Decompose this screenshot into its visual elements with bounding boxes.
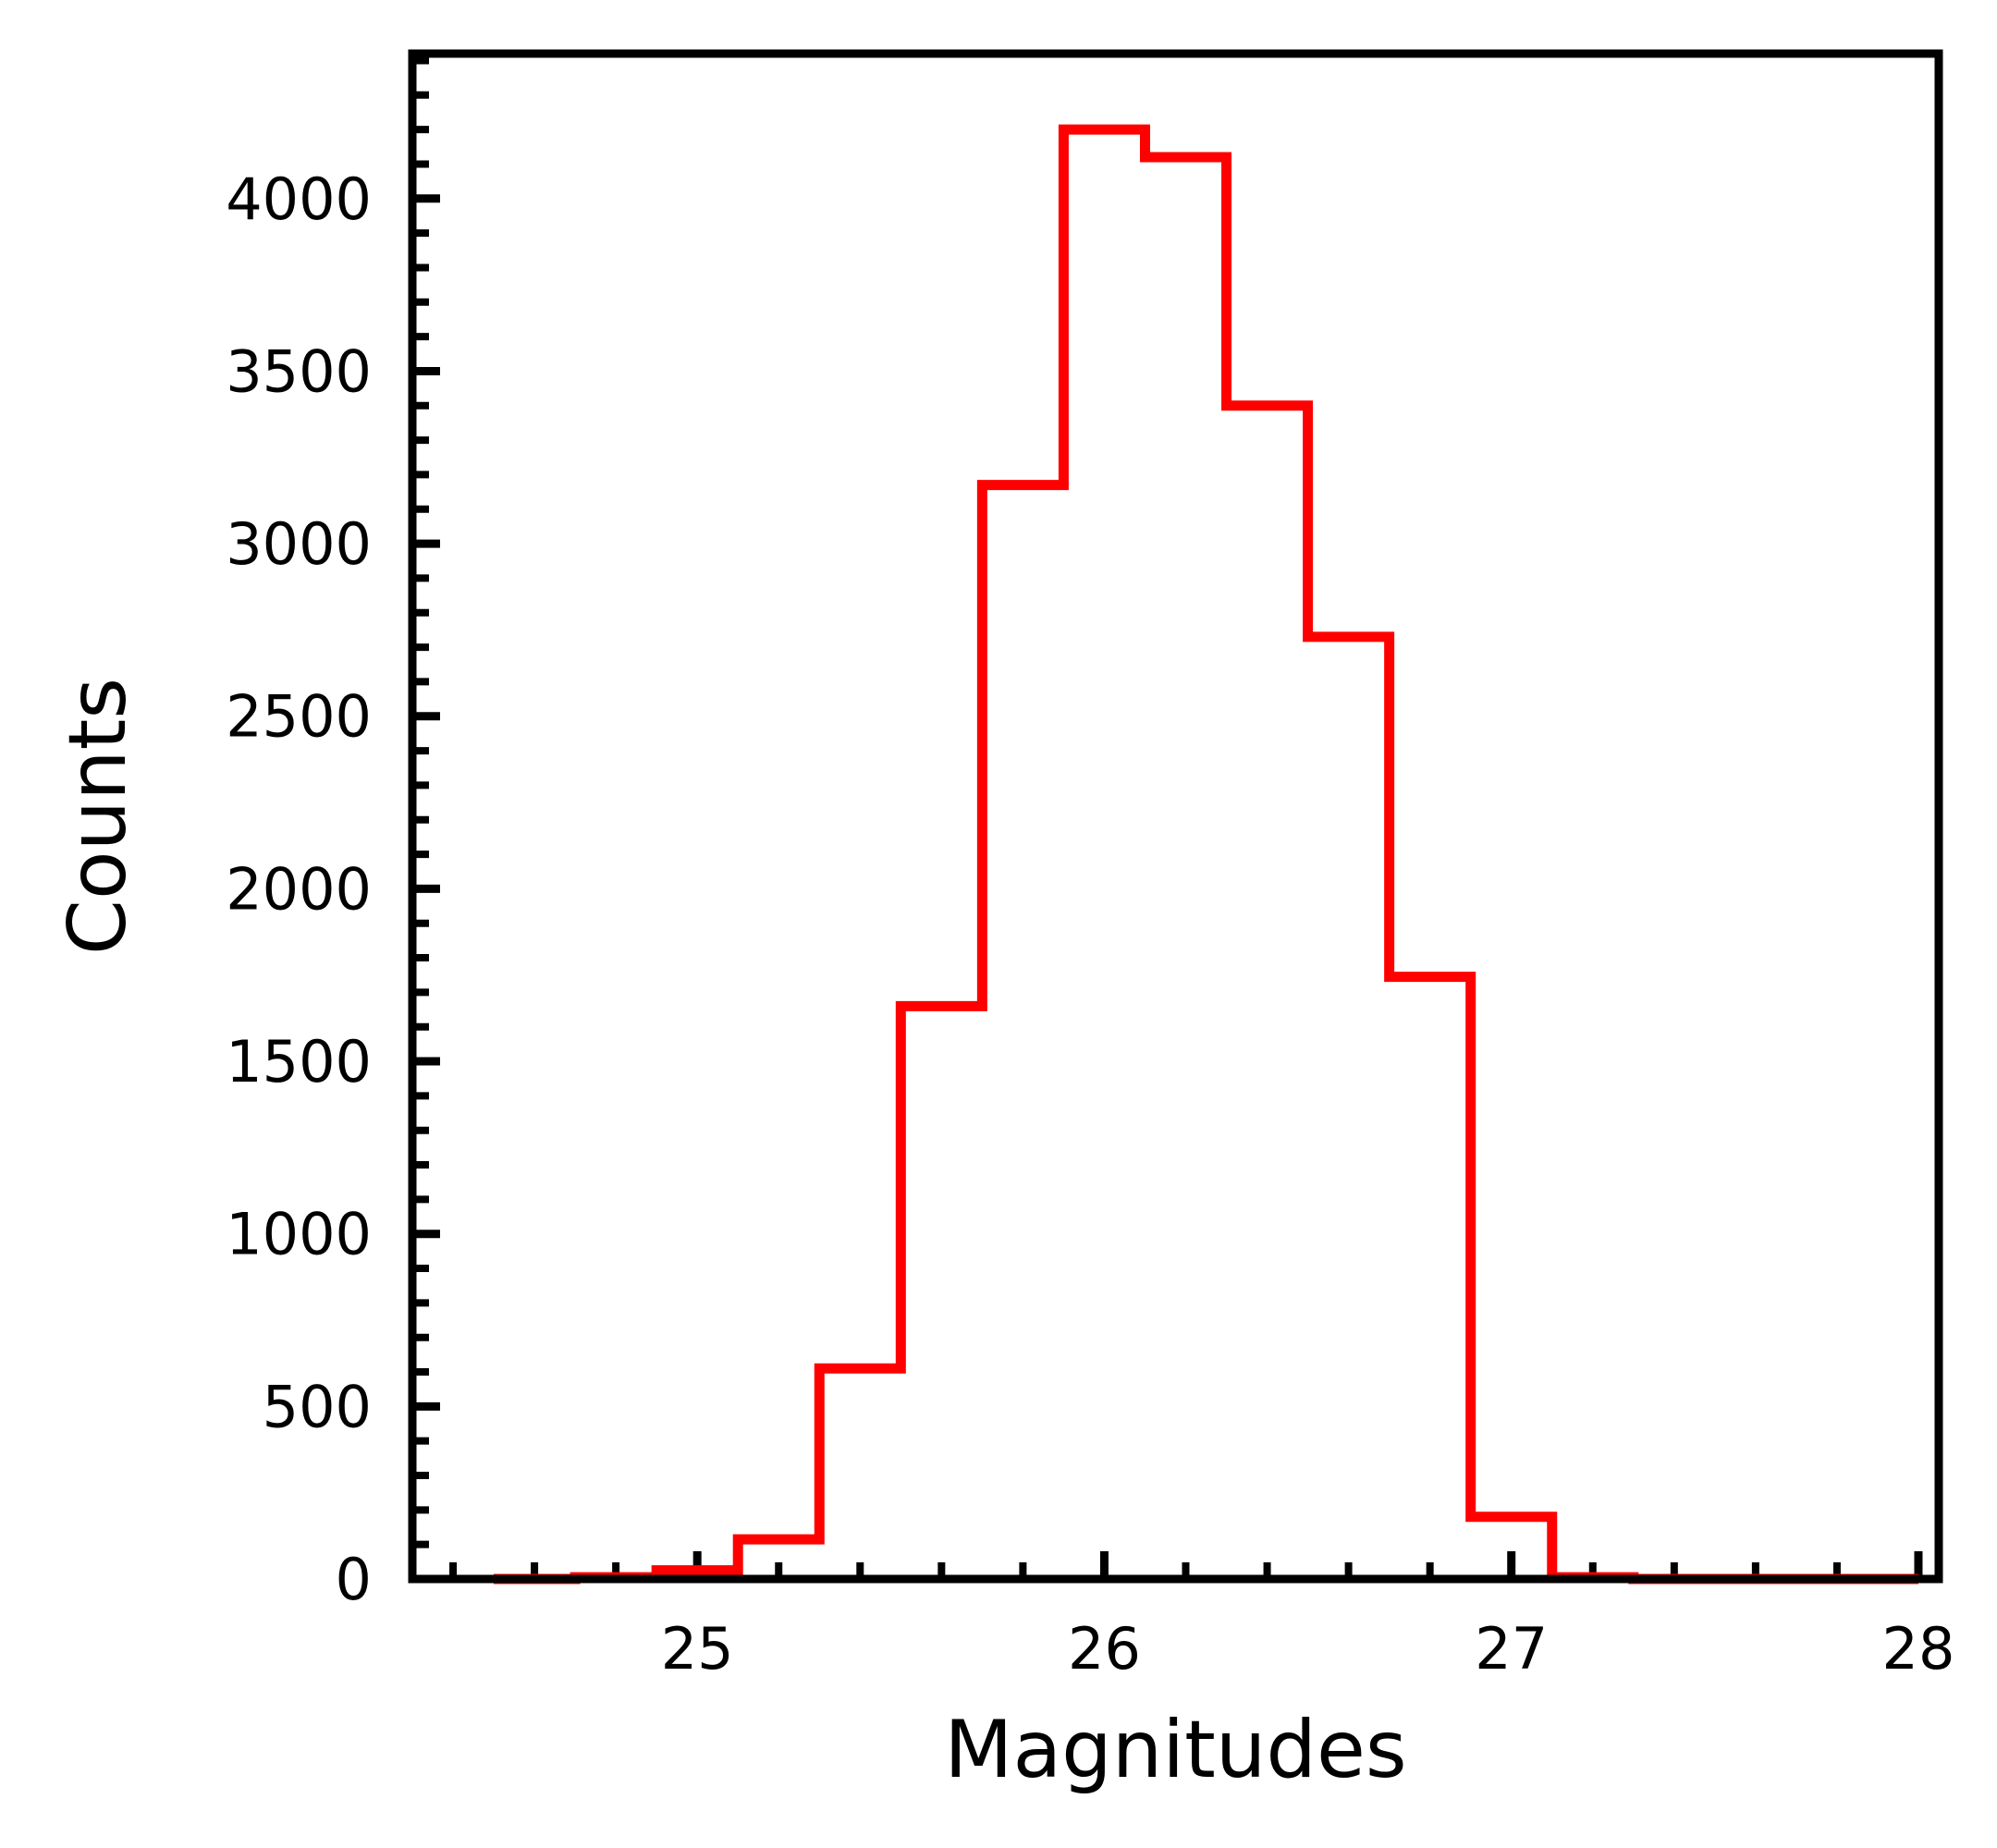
histogram-bin-3 — [738, 1539, 819, 1579]
x-tick-label: 25 — [661, 1615, 734, 1683]
histogram-bin-4 — [819, 1368, 900, 1579]
histogram-bin-10 — [1308, 637, 1390, 1579]
y-tick-label: 1500 — [226, 1028, 372, 1095]
y-tick-label: 0 — [336, 1546, 372, 1613]
histogram-bin-12 — [1471, 1517, 1552, 1579]
x-tick-labels: 25 26 27 28 — [661, 1615, 1955, 1683]
y-tick-label: 3000 — [226, 510, 372, 578]
x-tick-label: 27 — [1475, 1615, 1548, 1683]
y-tick-labels: 0 500 1000 1500 2000 2500 3000 3500 4000 — [226, 165, 372, 1613]
plot-frame — [408, 49, 1943, 1584]
histogram-bin-9 — [1227, 406, 1308, 1579]
histogram-bin-11 — [1390, 977, 1471, 1579]
y-tick-label: 4000 — [226, 165, 372, 233]
x-tick-label: 28 — [1882, 1615, 1955, 1683]
x-tick-label: 26 — [1068, 1615, 1141, 1683]
y-axis-title: Counts — [52, 678, 144, 955]
y-tick-label: 500 — [263, 1373, 372, 1440]
y-tick-label: 1000 — [226, 1201, 372, 1268]
y-tick-label: 2500 — [226, 683, 372, 751]
y-tick-label: 2000 — [226, 855, 372, 923]
x-axis-title: Magnitudes — [944, 1704, 1406, 1796]
histogram-bin-6 — [982, 485, 1063, 1579]
major-ticks — [412, 194, 1923, 1584]
histogram-bin-8 — [1145, 157, 1226, 1579]
histogram-bin-7 — [1063, 129, 1145, 1579]
histogram-bin-5 — [900, 1006, 982, 1579]
y-tick-label: 3500 — [226, 337, 372, 405]
